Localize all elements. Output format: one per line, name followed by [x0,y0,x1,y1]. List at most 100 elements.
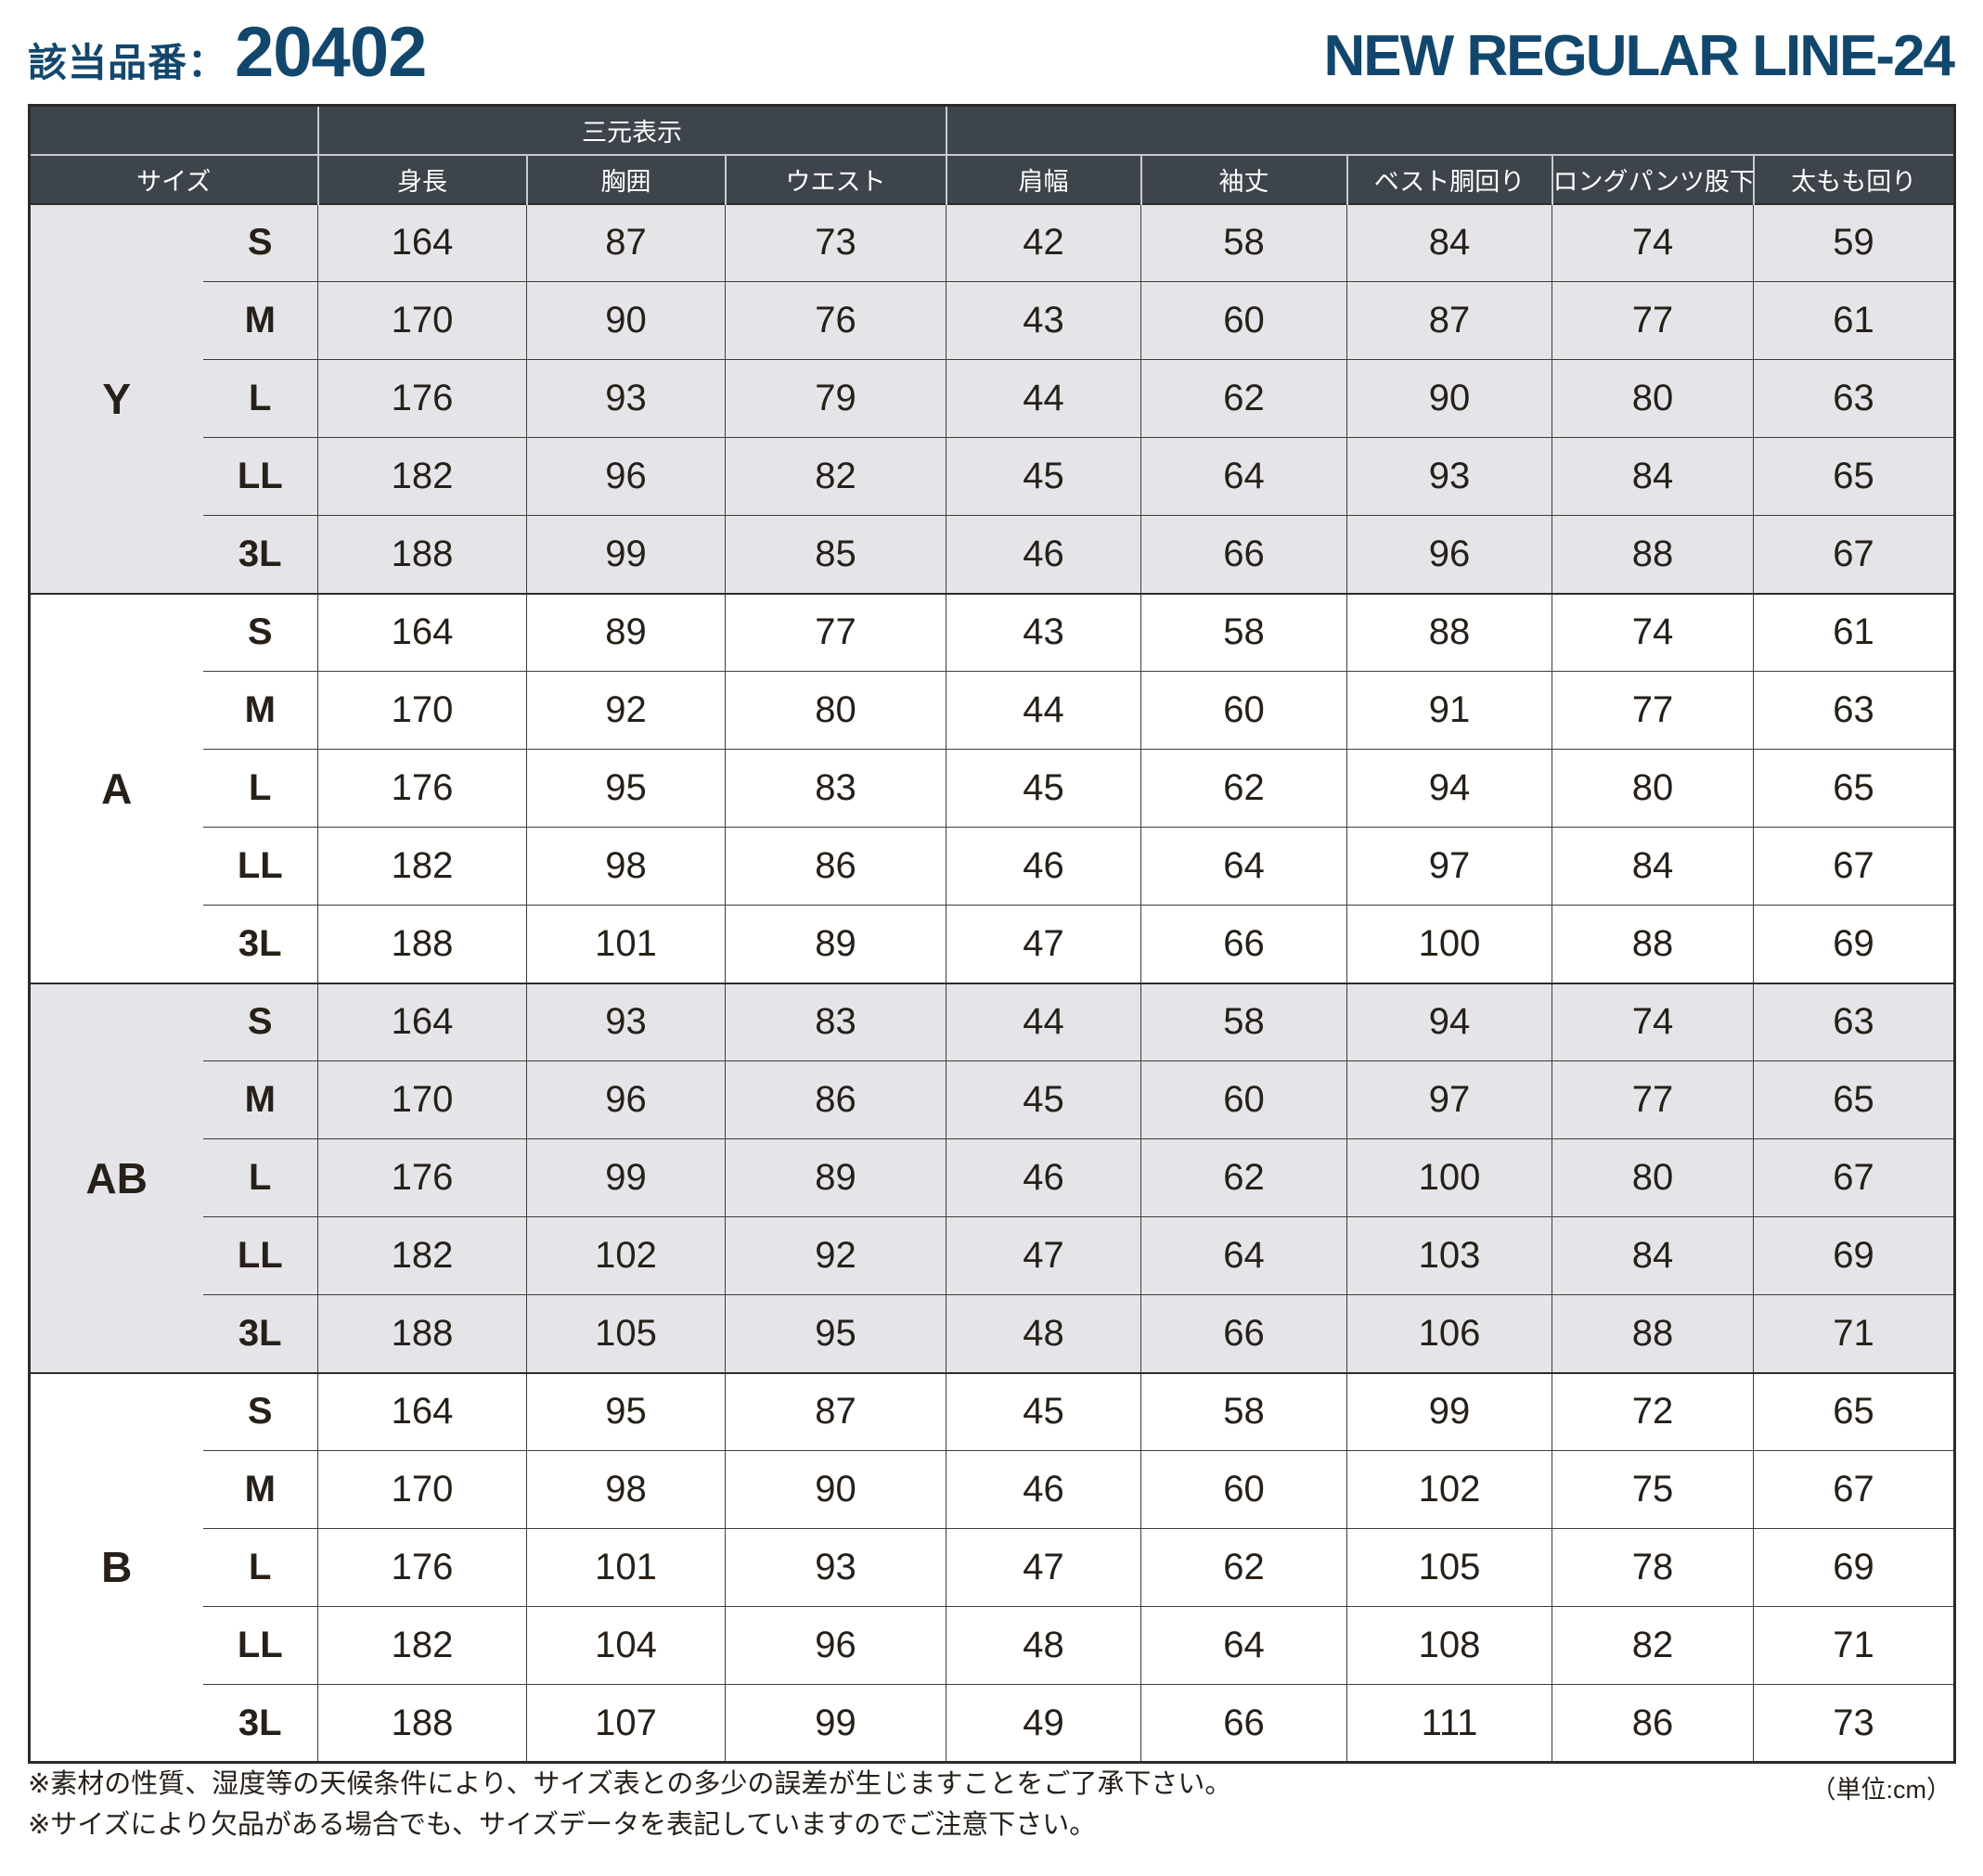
product-code-label: 該当品番： [28,41,228,84]
measurement-value: 188 [317,515,527,594]
measurement-value: 78 [1552,1528,1755,1607]
measurement-value: 92 [526,671,726,750]
table-row: M 170 98 90 46 60 102 75 67 [30,1450,1956,1529]
measurement-value: 66 [1140,515,1348,594]
measurement-value: 88 [1346,592,1553,672]
product-code: 該当品番： 20402 [28,12,427,93]
footnote-stock: ※サイズにより欠品がある場合でも、サイズデータを表記していますのでご注意下さい。 [28,1810,1097,1840]
product-code-number: 20402 [235,13,427,92]
measurement-value: 97 [1346,1060,1553,1139]
measurement-value: 69 [1753,905,1956,983]
size-label: LL [202,827,318,906]
table-row: A S 164 89 77 43 58 88 74 61 [29,592,1956,983]
measurement-value: 93 [724,1528,947,1607]
measurement-value: 46 [946,1138,1142,1217]
size-label: LL [202,1606,318,1685]
size-label: S [202,592,318,672]
measurement-value: 46 [946,827,1142,906]
measurement-value: 90 [526,281,726,360]
size-label: S [202,202,318,282]
measurement-value: 59 [1753,202,1956,282]
col-header-chest: 胸囲 [526,154,727,204]
measurement-value: 83 [724,982,947,1061]
measurement-value: 71 [1753,1606,1956,1685]
measurement-value: 86 [724,827,947,906]
measurement-value: 164 [317,202,527,282]
table-row: M 170 92 80 44 60 91 77 63 [30,671,1956,750]
header-empty-left [29,105,319,156]
measurement-value: 188 [317,1684,527,1763]
unit-note: （単位:cm） [1810,1776,1952,1804]
group-label-B: B [29,1371,203,1763]
measurement-value: 67 [1753,1450,1956,1529]
measurement-value: 58 [1140,1371,1348,1451]
measurement-value: 47 [946,1216,1142,1295]
page-header: 該当品番： 20402 NEW REGULAR LINE-24 [0,0,1983,104]
measurement-value: 182 [317,827,527,906]
measurement-value: 86 [1552,1684,1755,1763]
measurement-value: 108 [1346,1606,1553,1685]
measurement-value: 67 [1753,515,1956,594]
size-chart-table: 三元表示 サイズ 身長 胸囲 ウエスト 肩幅 袖丈 ベスト胴回り ロングパンツ股… [28,104,1957,1764]
measurement-value: 65 [1753,437,1956,516]
measurement-value: 164 [317,982,527,1061]
measurement-value: 99 [1346,1371,1553,1451]
table-row: M 170 96 86 45 60 97 77 65 [30,1060,1956,1139]
measurement-value: 188 [317,905,527,983]
measurement-value: 95 [526,1371,726,1451]
measurement-value: 87 [526,202,726,282]
measurement-value: 84 [1552,1216,1755,1295]
measurement-value: 105 [1346,1528,1553,1607]
measurement-value: 58 [1140,202,1348,282]
measurement-value: 94 [1346,749,1553,828]
page-footer: （単位:cm） ※素材の性質、湿度等の天候条件により、サイズ表との多少の誤差が生… [28,1764,1953,1845]
measurement-value: 96 [1346,515,1553,594]
col-header-height: 身長 [317,154,528,204]
measurement-value: 64 [1140,1216,1348,1295]
size-label: L [202,749,318,828]
measurement-value: 87 [1346,281,1553,360]
measurement-value: 62 [1140,1528,1348,1607]
size-label: S [202,982,318,1061]
measurement-value: 77 [1552,281,1755,360]
measurement-value: 102 [1346,1450,1553,1529]
table-row: L 176 101 93 47 62 105 78 69 [30,1528,1956,1607]
table-row: L 176 99 89 46 62 100 80 67 [30,1138,1956,1217]
measurement-value: 62 [1140,359,1348,438]
measurement-value: 48 [946,1606,1142,1685]
size-label: 3L [202,1294,318,1373]
measurement-value: 104 [526,1606,726,1685]
size-label: 3L [202,515,318,594]
measurement-value: 63 [1753,671,1956,750]
table-row: 3L 188 105 95 48 66 106 88 71 [30,1294,1956,1373]
measurement-value: 42 [946,202,1142,282]
measurement-value: 77 [724,592,947,672]
measurement-value: 92 [724,1216,947,1295]
measurement-value: 45 [946,437,1142,516]
measurement-value: 96 [526,1060,726,1139]
measurement-value: 60 [1140,1060,1348,1139]
measurement-value: 62 [1140,749,1348,828]
size-label: M [202,1450,318,1529]
measurement-value: 88 [1552,905,1755,983]
measurement-value: 71 [1753,1294,1956,1373]
measurement-value: 80 [1552,749,1755,828]
size-chart-body: Y S 164 87 73 42 58 84 74 59 M 170 90 76 43 60 87 77 61 L 17… [29,202,1956,1763]
measurement-value: 58 [1140,982,1348,1061]
measurement-value: 60 [1140,671,1348,750]
size-label: L [202,359,318,438]
measurement-value: 87 [724,1371,947,1451]
measurement-value: 43 [946,281,1142,360]
measurement-value: 60 [1140,1450,1348,1529]
measurement-value: 73 [1753,1684,1956,1763]
measurement-value: 170 [317,281,527,360]
table-row: LL 182 96 82 45 64 93 84 65 [30,437,1956,516]
col-header-vest-waist: ベスト胴回り [1346,154,1553,204]
measurement-value: 97 [1346,827,1553,906]
measurement-value: 182 [317,437,527,516]
measurement-value: 46 [946,1450,1142,1529]
table-row: Y S 164 87 73 42 58 84 74 59 [29,202,1956,594]
size-label: M [202,671,318,750]
table-row: 3L 188 99 85 46 66 96 88 67 [30,515,1956,594]
measurement-value: 77 [1552,1060,1755,1139]
